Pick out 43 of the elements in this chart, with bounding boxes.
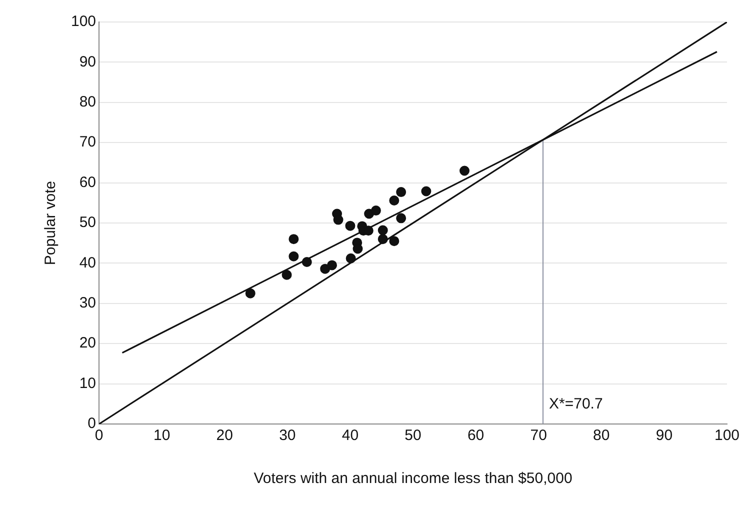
x-tick-label: 90 — [656, 427, 673, 444]
point — [288, 251, 299, 262]
point — [460, 166, 470, 176]
y-tick-label: 50 — [79, 214, 96, 232]
annotation: X*=70.7 — [549, 396, 603, 413]
y-tick-label: 30 — [79, 294, 96, 312]
x-axis-title: Voters with an annual income less than $50,000 — [254, 470, 572, 488]
point — [389, 195, 400, 206]
x-tick-label: 20 — [216, 427, 233, 444]
y-tick-label: 70 — [79, 134, 96, 151]
y-axis-title: Popular vote — [42, 180, 60, 266]
point — [345, 220, 356, 231]
y-tick-label: 80 — [79, 94, 96, 111]
point — [282, 270, 292, 280]
point — [245, 288, 256, 298]
point — [396, 213, 406, 224]
y-tick-label: 0 — [88, 415, 96, 432]
point — [378, 225, 388, 236]
point — [421, 186, 432, 196]
y-tick-label: 40 — [79, 254, 96, 272]
x-tick-label: 40 — [342, 427, 359, 444]
y-tick-label: 20 — [79, 334, 96, 352]
x-tick-label: 70 — [530, 427, 547, 444]
x-tick-label: 50 — [404, 427, 422, 444]
x-tick-label: 10 — [153, 427, 170, 444]
y-tick-label: 100 — [70, 13, 96, 30]
point — [327, 260, 338, 270]
point — [302, 256, 312, 267]
x-tick-label: 100 — [714, 427, 740, 444]
point — [378, 234, 388, 244]
y-tick-label: 60 — [79, 174, 96, 191]
y-tick-label: 10 — [79, 374, 96, 392]
y-tick-label: 90 — [79, 53, 96, 70]
point — [333, 214, 344, 225]
point — [346, 253, 356, 264]
point — [396, 187, 406, 198]
point — [389, 236, 400, 246]
point — [288, 234, 299, 244]
point — [370, 206, 381, 216]
x-tick-label: 80 — [593, 427, 610, 444]
x-tick-label: 60 — [467, 427, 484, 444]
x-tick-label: 30 — [279, 427, 296, 444]
point — [352, 244, 363, 254]
